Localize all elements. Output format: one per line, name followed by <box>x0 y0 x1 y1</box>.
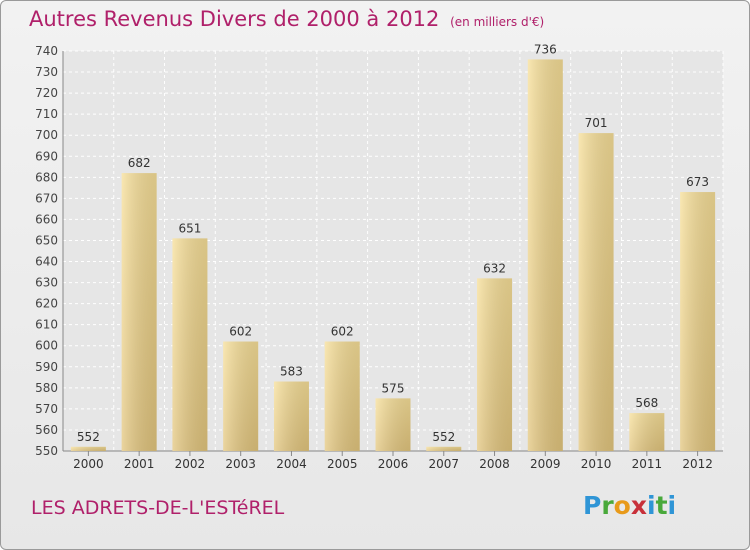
chart-title: Autres Revenus Divers de 2000 à 2012 <box>29 7 440 31</box>
y-tick-label: 670 <box>35 191 58 205</box>
data-label: 701 <box>585 116 608 130</box>
y-tick-label: 720 <box>35 86 58 100</box>
y-tick-label: 690 <box>35 149 58 163</box>
bar-shade <box>121 173 157 451</box>
y-tick-label: 710 <box>35 107 58 121</box>
data-label: 552 <box>77 430 100 444</box>
y-tick-label: 550 <box>35 444 58 458</box>
x-tick-label: 2008 <box>479 457 510 471</box>
bar-shade <box>578 133 614 451</box>
data-label: 682 <box>128 156 151 170</box>
bar-shade <box>324 341 360 451</box>
y-tick-label: 730 <box>35 65 58 79</box>
y-tick-label: 740 <box>35 44 58 58</box>
x-tick-label: 2006 <box>378 457 409 471</box>
x-tick-label: 2003 <box>225 457 256 471</box>
y-tick-label: 560 <box>35 423 58 437</box>
x-tick-label: 2005 <box>327 457 358 471</box>
data-label: 673 <box>686 175 709 189</box>
bar-shade <box>680 192 716 452</box>
x-tick-label: 2001 <box>124 457 155 471</box>
chart-subtitle: (en milliers d'€) <box>450 15 545 29</box>
bar-shade <box>273 381 309 451</box>
data-label: 602 <box>331 325 354 339</box>
y-tick-label: 590 <box>35 360 58 374</box>
chart-title-block: Autres Revenus Divers de 2000 à 2012 (en… <box>29 7 544 31</box>
x-tick-label: 2011 <box>632 457 663 471</box>
y-tick-label: 620 <box>35 297 58 311</box>
data-label: 602 <box>229 325 252 339</box>
data-label: 583 <box>280 365 303 379</box>
proxiti-logo: Proxiti <box>583 491 677 520</box>
x-tick-label: 2004 <box>276 457 307 471</box>
bar-shade <box>477 278 513 451</box>
data-label: 568 <box>635 396 658 410</box>
data-label: 575 <box>382 381 405 395</box>
y-tick-label: 680 <box>35 170 58 184</box>
location-label: LES ADRETS-DE-L'ESTéREL <box>31 497 285 519</box>
bar-shade <box>70 446 106 451</box>
data-label: 651 <box>178 221 201 235</box>
x-tick-label: 2009 <box>530 457 561 471</box>
y-tick-label: 650 <box>35 233 58 247</box>
y-tick-label: 610 <box>35 318 58 332</box>
y-tick-label: 640 <box>35 255 58 269</box>
y-tick-label: 630 <box>35 276 58 290</box>
bar-shade <box>172 238 208 451</box>
bar-shade <box>426 446 462 451</box>
x-tick-label: 2012 <box>682 457 713 471</box>
data-label: 632 <box>483 261 506 275</box>
x-tick-label: 2002 <box>175 457 206 471</box>
data-label: 552 <box>432 430 455 444</box>
x-tick-label: 2000 <box>73 457 104 471</box>
y-tick-label: 660 <box>35 212 58 226</box>
x-tick-label: 2007 <box>428 457 459 471</box>
bar-shade <box>629 413 665 451</box>
bar-shade <box>223 341 259 451</box>
x-tick-label: 2010 <box>581 457 612 471</box>
y-tick-label: 570 <box>35 402 58 416</box>
bar-shade <box>375 398 411 451</box>
y-tick-label: 700 <box>35 128 58 142</box>
y-tick-label: 600 <box>35 339 58 353</box>
bar-shade <box>527 59 563 451</box>
y-tick-label: 580 <box>35 381 58 395</box>
data-label: 736 <box>534 42 557 56</box>
